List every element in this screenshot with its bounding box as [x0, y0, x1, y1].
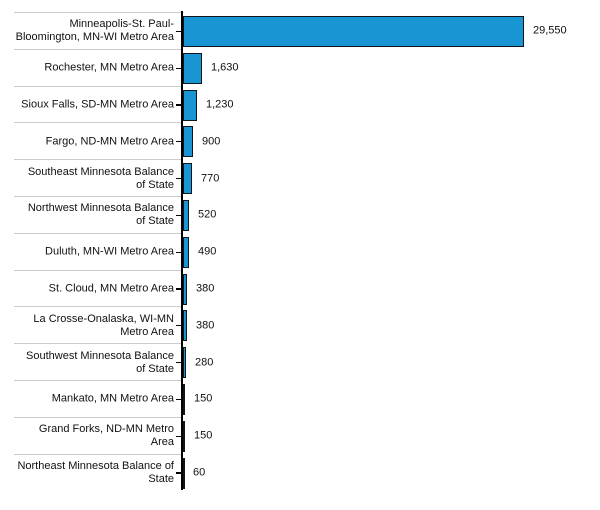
tick-mark	[176, 141, 182, 143]
bar[interactable]	[183, 126, 193, 158]
category-label: Southwest Minnesota Balance of State	[26, 349, 174, 375]
value-label: 1,630	[211, 61, 239, 74]
bar[interactable]	[183, 383, 185, 415]
category-label: Mankato, MN Metro Area	[51, 392, 174, 405]
bar[interactable]	[183, 236, 189, 268]
value-label: 490	[198, 245, 217, 258]
value-label: 770	[201, 172, 220, 185]
bar[interactable]	[183, 420, 185, 452]
tick-mark	[176, 251, 182, 253]
tick-mark	[176, 398, 182, 400]
tick-mark	[176, 288, 182, 290]
value-label: 150	[194, 392, 213, 405]
row-separator-line	[14, 85, 182, 87]
category-label: Minneapolis-St. Paul- Bloomington, MN-WI…	[15, 18, 174, 44]
tick-mark	[176, 104, 182, 106]
category-label: La Crosse-Onalaska, WI-MN Metro Area	[33, 312, 174, 338]
row-separator-line	[14, 416, 182, 418]
tick-mark	[176, 30, 182, 32]
tick-mark	[176, 325, 182, 327]
bar[interactable]	[183, 273, 187, 305]
tick-mark	[176, 435, 182, 437]
value-label: 520	[198, 208, 217, 221]
row-separator-line	[14, 196, 182, 197]
value-label: 280	[195, 356, 214, 369]
row-separator-line	[14, 380, 182, 381]
value-label: 60	[193, 466, 206, 479]
category-label: St. Cloud, MN Metro Area	[48, 282, 174, 295]
row-separator-line	[14, 159, 182, 161]
tick-mark	[176, 178, 182, 180]
row-separator-line	[14, 453, 182, 455]
row-separator-line	[14, 12, 182, 13]
bar[interactable]	[183, 52, 202, 84]
bar[interactable]	[183, 163, 192, 195]
bar[interactable]	[183, 310, 187, 342]
y-axis-line	[181, 11, 183, 490]
bar[interactable]	[183, 199, 189, 231]
value-label: 900	[202, 135, 221, 148]
tick-mark	[176, 472, 182, 474]
bar[interactable]	[183, 89, 197, 121]
category-label: Northwest Minnesota Balance of State	[27, 202, 174, 228]
category-label: Rochester, MN Metro Area	[44, 61, 174, 74]
tick-mark	[176, 67, 182, 69]
tick-mark	[176, 362, 182, 364]
tick-mark	[176, 214, 182, 216]
bar[interactable]	[183, 347, 186, 379]
value-label: 1,230	[206, 98, 234, 111]
bar[interactable]	[183, 15, 524, 47]
value-label: 380	[196, 319, 215, 332]
value-label: 150	[194, 429, 213, 442]
row-separator-line	[14, 48, 182, 50]
value-label: 29,550	[533, 24, 567, 37]
category-label: Grand Forks, ND-MN Metro Area	[38, 423, 174, 449]
row-separator-line	[14, 269, 182, 271]
category-label: Northeast Minnesota Balance of State	[17, 460, 174, 485]
category-label: Sioux Falls, SD-MN Metro Area	[21, 98, 174, 111]
row-separator-line	[14, 122, 182, 124]
row-separator-line	[14, 232, 182, 234]
value-label: 380	[196, 282, 215, 295]
category-label: Southeast Minnesota Balance of State	[27, 165, 174, 191]
category-label: Fargo, ND-MN Metro Area	[45, 135, 174, 148]
category-label: Duluth, MN-WI Metro Area	[45, 245, 174, 258]
row-separator-line	[14, 306, 182, 308]
row-separator-line	[14, 343, 182, 345]
bar[interactable]	[183, 457, 185, 489]
